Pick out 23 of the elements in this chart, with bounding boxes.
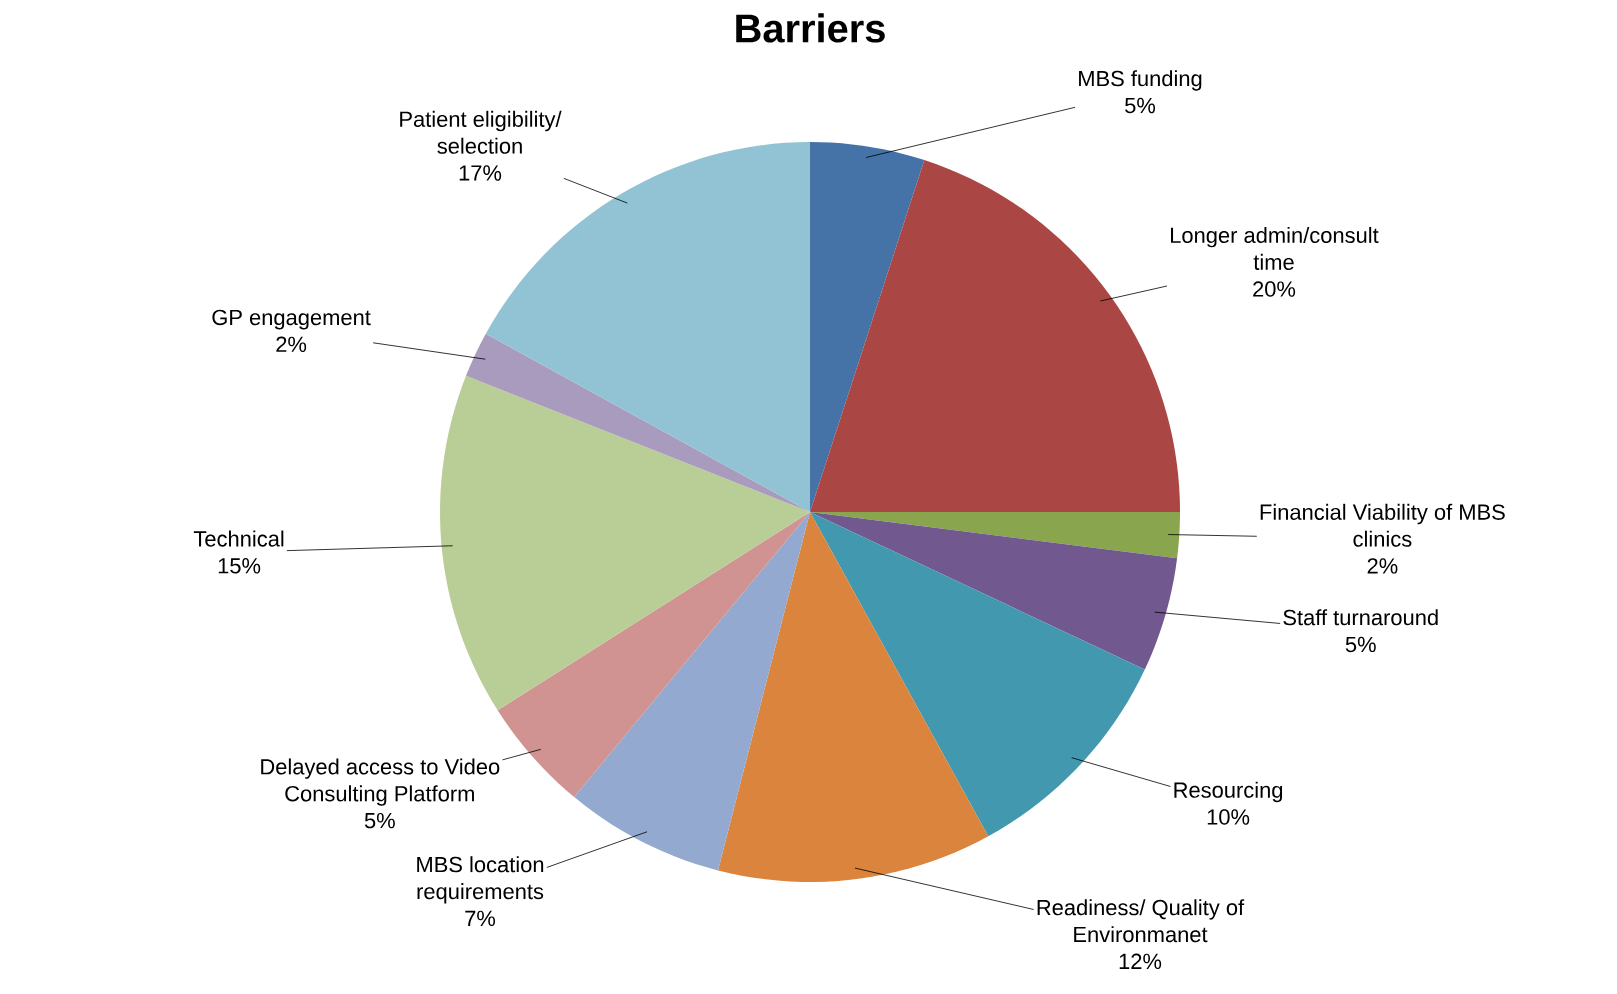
data-label: 5% — [364, 812, 395, 829]
slice-label: MBS location requirements — [417, 856, 544, 904]
data-label: 12% — [1119, 953, 1162, 970]
data-label: 2% — [1367, 558, 1398, 574]
chart-title: Barriers — [736, 13, 885, 43]
slice-label: Readiness/ Quality of Environmanet — [1037, 899, 1245, 943]
data-label: 17% — [459, 165, 502, 181]
slice-label: Staff turnaround — [1283, 609, 1438, 626]
slice-label: GP engagement — [212, 309, 371, 330]
slice-label: Technical — [193, 530, 284, 547]
data-label: 2% — [276, 336, 307, 352]
slice-label: Financial Viability of MBS clinics — [1260, 503, 1505, 547]
data-label: 10% — [1207, 809, 1250, 825]
data-label: 7% — [465, 910, 496, 927]
data-label: 20% — [1253, 281, 1296, 297]
slice-label: Resourcing — [1174, 781, 1283, 803]
data-label: 15% — [218, 558, 261, 574]
data-label: 5% — [1345, 636, 1376, 653]
slice-label: MBS funding — [1079, 70, 1202, 91]
slice-label: Longer admin/consult time — [1171, 226, 1379, 270]
slice-label: Delayed access to Video Consulting Platform — [261, 758, 500, 806]
data-label: 5% — [1125, 97, 1156, 114]
slice-label: Patient eligibility/ selection — [400, 110, 562, 154]
